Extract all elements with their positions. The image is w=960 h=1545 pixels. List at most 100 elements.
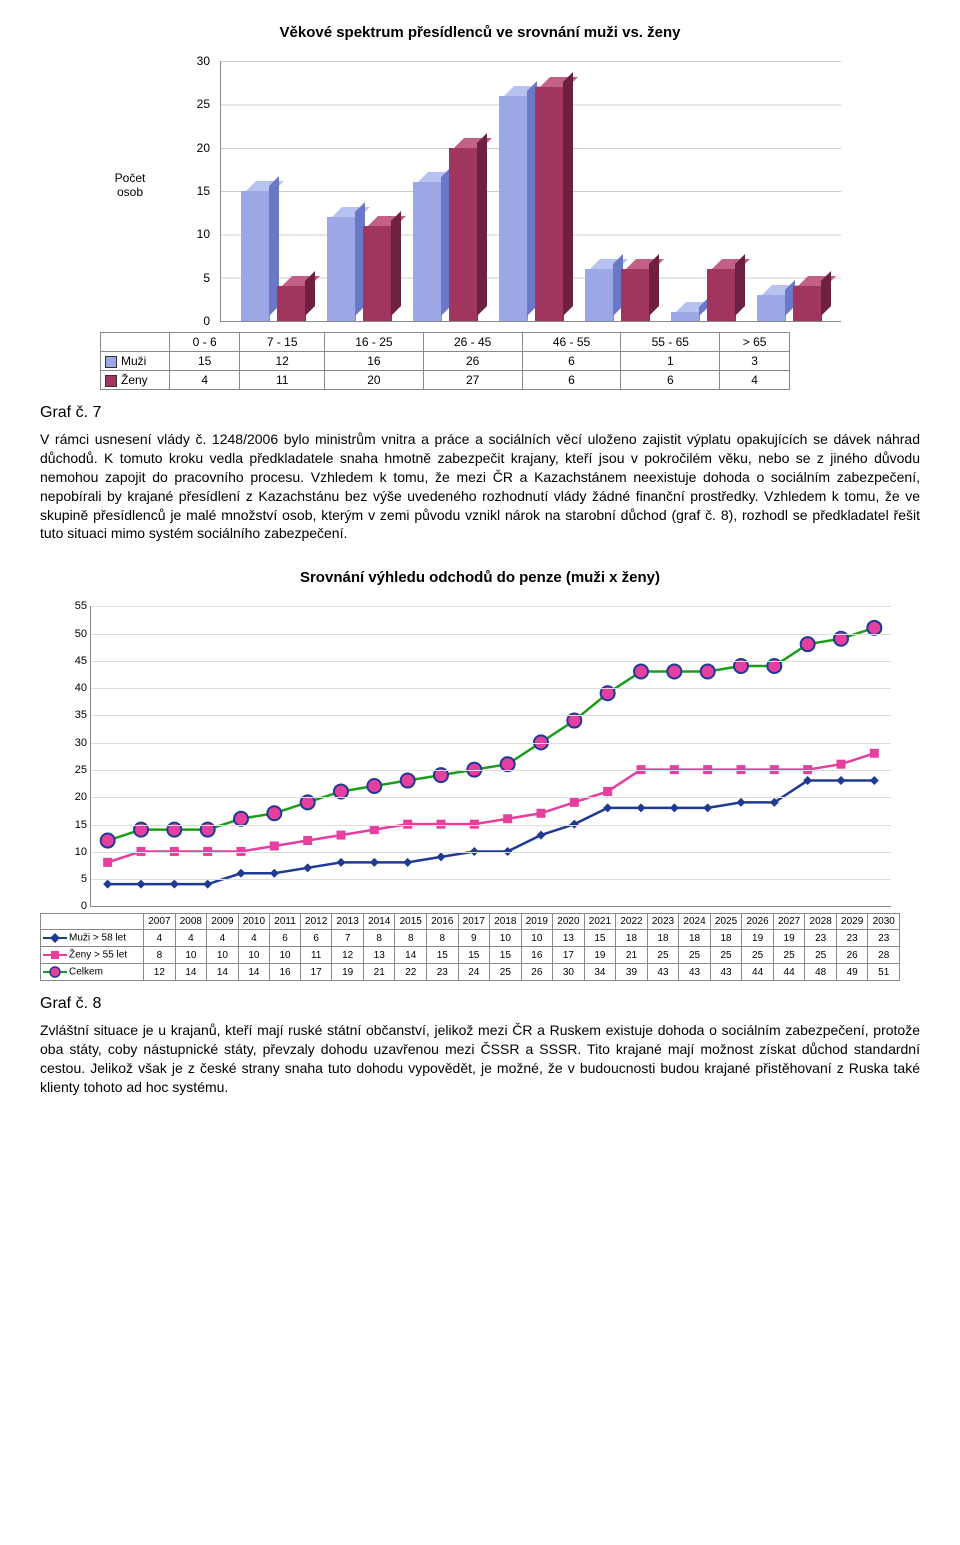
bar-chart: Počet osob 051015202530 (100, 61, 860, 322)
line-table-cell: 26 (521, 964, 553, 981)
line-table-year: 2013 (332, 914, 364, 930)
line-table-cell: 43 (679, 964, 711, 981)
line-marker (801, 638, 815, 652)
bar-table-cell: 20 (324, 371, 423, 390)
bar-table-cell: 1 (621, 352, 720, 371)
line-table-cell: 48 (805, 964, 837, 981)
line-table-year: 2009 (207, 914, 239, 930)
line-y-tick: 15 (61, 819, 87, 831)
line-marker (137, 880, 146, 889)
line-table-year: 2011 (270, 914, 301, 930)
y-label-line2: osob (117, 185, 143, 199)
line-table-year: 2025 (710, 914, 742, 930)
bar (241, 191, 269, 321)
line-table-cell: 15 (458, 947, 490, 964)
line-table-year: 2008 (175, 914, 207, 930)
line-marker (303, 864, 312, 873)
bar (499, 96, 527, 321)
line-table-cell: 14 (238, 964, 270, 981)
bar (671, 312, 699, 321)
line-marker (267, 807, 281, 821)
line-table-year: 2019 (521, 914, 553, 930)
bar (793, 286, 821, 321)
line-y-tick: 5 (61, 873, 87, 885)
line-table-cell: 10 (207, 947, 239, 964)
line-table-cell: 17 (300, 964, 332, 981)
line-marker (570, 798, 579, 807)
y-tick: 0 (203, 314, 210, 328)
line-table-cell: 25 (805, 947, 837, 964)
line-marker (603, 804, 612, 813)
bar-table-series-name: Ženy (101, 371, 170, 390)
line-table-cell: 15 (427, 947, 459, 964)
line-table-cell: 14 (207, 964, 239, 981)
line-table-cell: 4 (175, 930, 207, 947)
line-chart: 0510152025303540455055 (50, 606, 910, 907)
line-y-tick: 55 (61, 600, 87, 612)
bar-table-cell: 4 (170, 371, 240, 390)
line-table-cell: 6 (300, 930, 332, 947)
line-table-year: 2007 (144, 914, 176, 930)
bar-table-cell: 6 (522, 371, 621, 390)
line-chart-data-table: 2007200820092010201120122013201420152016… (40, 913, 900, 981)
line-marker (337, 831, 346, 840)
bar-table-cell: 27 (423, 371, 522, 390)
line-table-cell: 23 (805, 930, 837, 947)
line-table-cell: 19 (332, 964, 364, 981)
line-table-cell: 8 (363, 930, 395, 947)
bar-table-category: > 65 (720, 333, 790, 352)
line-table-cell: 14 (175, 964, 207, 981)
paragraph-2: Zvláštní situace je u krajanů, kteří maj… (40, 1021, 920, 1097)
line-y-tick: 40 (61, 682, 87, 694)
line-table-cell: 23 (836, 930, 868, 947)
line-marker (103, 880, 112, 889)
bar-table-series-name: Muži (101, 352, 170, 371)
line-marker (203, 880, 212, 889)
line-marker (667, 665, 681, 679)
line-marker (837, 760, 846, 769)
bar-table-category: 55 - 65 (621, 333, 720, 352)
line-table-year: 2018 (490, 914, 522, 930)
bar-table-category: 46 - 55 (522, 333, 621, 352)
line-table-cell: 43 (710, 964, 742, 981)
line-table-cell: 10 (521, 930, 553, 947)
line-marker (101, 834, 115, 848)
line-table-cell: 43 (647, 964, 679, 981)
bar (707, 269, 735, 321)
line-y-tick: 30 (61, 737, 87, 749)
bar-table-category: 0 - 6 (170, 333, 240, 352)
line-y-tick: 50 (61, 628, 87, 640)
bar (449, 148, 477, 321)
line-table-cell: 15 (490, 947, 522, 964)
line-marker (870, 749, 879, 758)
line-table-cell: 34 (584, 964, 616, 981)
bar-table-category: 7 - 15 (240, 333, 325, 352)
line-table-cell: 51 (868, 964, 900, 981)
line-table-cell: 25 (773, 947, 805, 964)
line-table-year: 2029 (836, 914, 868, 930)
line-table-series-name: Ženy > 55 let (41, 947, 144, 964)
line-table-cell: 12 (144, 964, 176, 981)
line-marker (703, 804, 712, 813)
bar-table-cell: 6 (522, 352, 621, 371)
line-y-tick: 10 (61, 846, 87, 858)
line-table-cell: 44 (773, 964, 805, 981)
bar (535, 87, 563, 321)
line-marker (401, 774, 415, 788)
line-table-cell: 8 (427, 930, 459, 947)
bar-table-cell: 11 (240, 371, 325, 390)
line-table-cell: 15 (584, 930, 616, 947)
y-tick: 5 (203, 271, 210, 285)
graf-7-label: Graf č. 7 (40, 404, 920, 422)
bar-chart-y-label: Počet osob (100, 171, 160, 199)
line-y-tick: 35 (61, 709, 87, 721)
line-table-year: 2021 (584, 914, 616, 930)
line-table-year: 2026 (742, 914, 774, 930)
y-tick: 15 (197, 184, 210, 198)
line-marker (701, 665, 715, 679)
line-marker (670, 804, 679, 813)
line-table-cell: 16 (521, 947, 553, 964)
y-label-line1: Počet (115, 171, 146, 185)
line-marker (637, 804, 646, 813)
line-marker (437, 853, 446, 862)
